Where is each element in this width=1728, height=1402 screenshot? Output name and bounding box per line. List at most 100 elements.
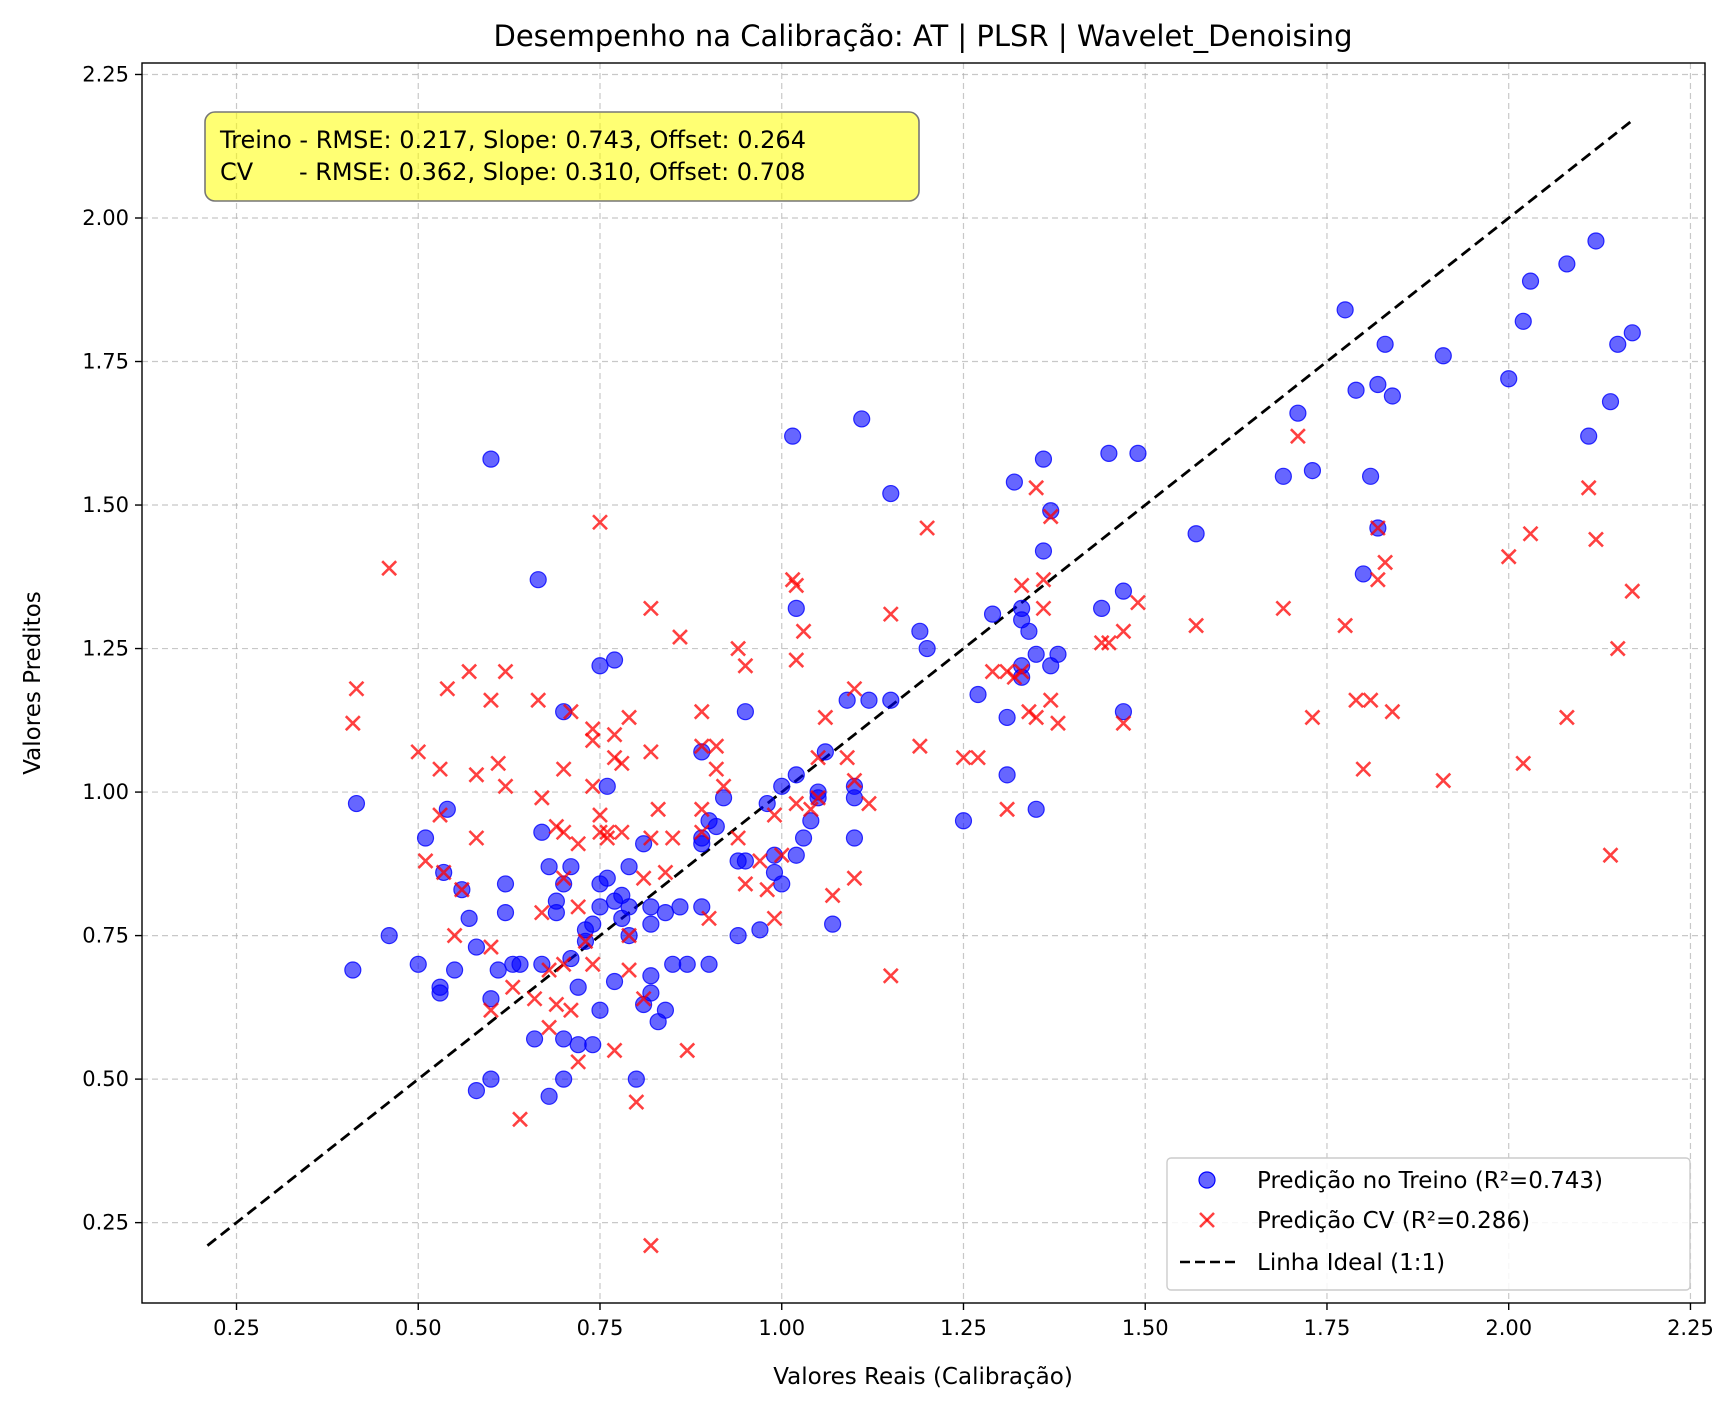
cv-point-69	[693, 703, 710, 720]
cv-point-31	[555, 824, 572, 841]
train-point-151	[1623, 324, 1641, 342]
cv-point-130	[1337, 617, 1354, 634]
cv-point-102	[882, 967, 899, 984]
train-point-47	[598, 869, 616, 887]
cv-point-82	[759, 881, 776, 898]
train-point-50	[605, 972, 624, 991]
cv-point-101	[882, 606, 899, 623]
train-point-150	[1609, 335, 1627, 353]
train-point-86	[773, 875, 791, 893]
cv-point-38	[570, 835, 587, 852]
cv-point-49	[606, 726, 623, 743]
y-tick-label-3: 1.00	[82, 780, 129, 804]
cv-point-70	[693, 738, 710, 755]
cv-point-79	[737, 657, 754, 674]
train-point-137	[1361, 467, 1380, 485]
train-point-134	[1336, 301, 1354, 319]
cv-point-28	[548, 996, 565, 1013]
train-point-54	[620, 898, 638, 916]
y-tick-label-6: 1.75	[82, 350, 129, 374]
cv-point-19	[497, 778, 514, 795]
cv-point-60	[642, 600, 659, 617]
cv-point-18	[497, 663, 514, 680]
train-point-124	[1049, 645, 1067, 663]
train-point-74	[700, 955, 718, 973]
train-point-88	[787, 599, 805, 617]
train-point-80	[736, 852, 754, 870]
train-point-102	[860, 691, 878, 709]
cv-point-80	[737, 876, 754, 892]
train-point-41	[584, 1036, 602, 1054]
y-tick-label-1: 0.50	[82, 1067, 129, 1091]
train-point-127	[1114, 582, 1133, 600]
cv-point-24	[533, 789, 550, 806]
cv-point-104	[919, 520, 936, 536]
cv-point-139	[1500, 548, 1517, 565]
x-tick-label-2: 0.75	[577, 1316, 624, 1340]
cv-point-62	[642, 830, 659, 846]
cv-point-45	[592, 807, 608, 823]
cv-point-100	[861, 795, 877, 812]
cv-point-74	[708, 761, 725, 778]
train-point-40	[584, 915, 602, 933]
train-point-16	[482, 1070, 500, 1088]
train-point-131	[1274, 467, 1292, 485]
cv-point-1	[348, 680, 365, 697]
x-tick-label-8: 2.25	[1667, 1316, 1714, 1340]
train-point-143	[1500, 370, 1518, 388]
cv-point-65	[657, 864, 674, 881]
train-point-76	[714, 789, 733, 807]
train-point-129	[1129, 444, 1147, 462]
train-point-53	[620, 858, 638, 876]
train-point-29	[547, 904, 565, 922]
cv-point-142	[1558, 709, 1575, 726]
cv-point-61	[642, 743, 659, 760]
cv-point-36	[570, 898, 587, 915]
cv-point-51	[606, 1042, 623, 1059]
train-point-122	[1042, 502, 1060, 520]
cv-point-14	[483, 692, 499, 709]
train-point-128	[1114, 703, 1133, 721]
train-point-44	[591, 898, 609, 916]
train-point-72	[693, 898, 711, 916]
train-point-19	[496, 904, 515, 922]
cv-point-106	[970, 749, 986, 766]
train-point-67	[671, 898, 689, 916]
cv-point-5	[432, 761, 448, 778]
x-axis-label: Valores Reais (Calibração)	[773, 1364, 1073, 1390]
legend-train-marker	[1198, 1171, 1216, 1189]
cv-point-141	[1522, 525, 1539, 542]
train-point-135	[1347, 381, 1365, 399]
train-point-18	[496, 875, 515, 893]
ideal-line-layer	[206, 119, 1634, 1247]
cv-point-73	[701, 910, 717, 927]
series-train	[344, 232, 1641, 1105]
train-point-138	[1369, 375, 1387, 394]
train-point-82	[758, 794, 776, 813]
cv-point-27	[541, 1019, 558, 1036]
cv-point-64	[650, 801, 667, 818]
scatter-points	[344, 232, 1641, 1254]
train-point-75	[707, 817, 725, 836]
cv-point-112	[1013, 663, 1030, 680]
train-point-112	[1005, 473, 1023, 491]
cv-point-15	[483, 939, 499, 955]
train-point-99	[845, 789, 864, 807]
cv-point-20	[504, 979, 521, 996]
cv-point-90	[795, 623, 812, 640]
train-point-107	[954, 812, 973, 830]
cv-point-75	[708, 738, 725, 755]
train-point-140	[1376, 335, 1394, 353]
cv-point-120	[1050, 715, 1066, 732]
cv-point-132	[1355, 761, 1372, 778]
y-tick-label-4: 1.25	[82, 637, 129, 661]
cv-point-57	[628, 1094, 645, 1110]
cv-point-4	[417, 853, 434, 869]
cv-point-145	[1602, 847, 1619, 864]
cv-point-136	[1377, 554, 1394, 571]
x-tick-label-3: 1.00	[758, 1316, 805, 1340]
train-point-110	[998, 708, 1016, 727]
x-tick-label-0: 0.25	[213, 1316, 260, 1340]
train-point-118	[1027, 645, 1045, 663]
cv-point-40	[584, 721, 601, 737]
